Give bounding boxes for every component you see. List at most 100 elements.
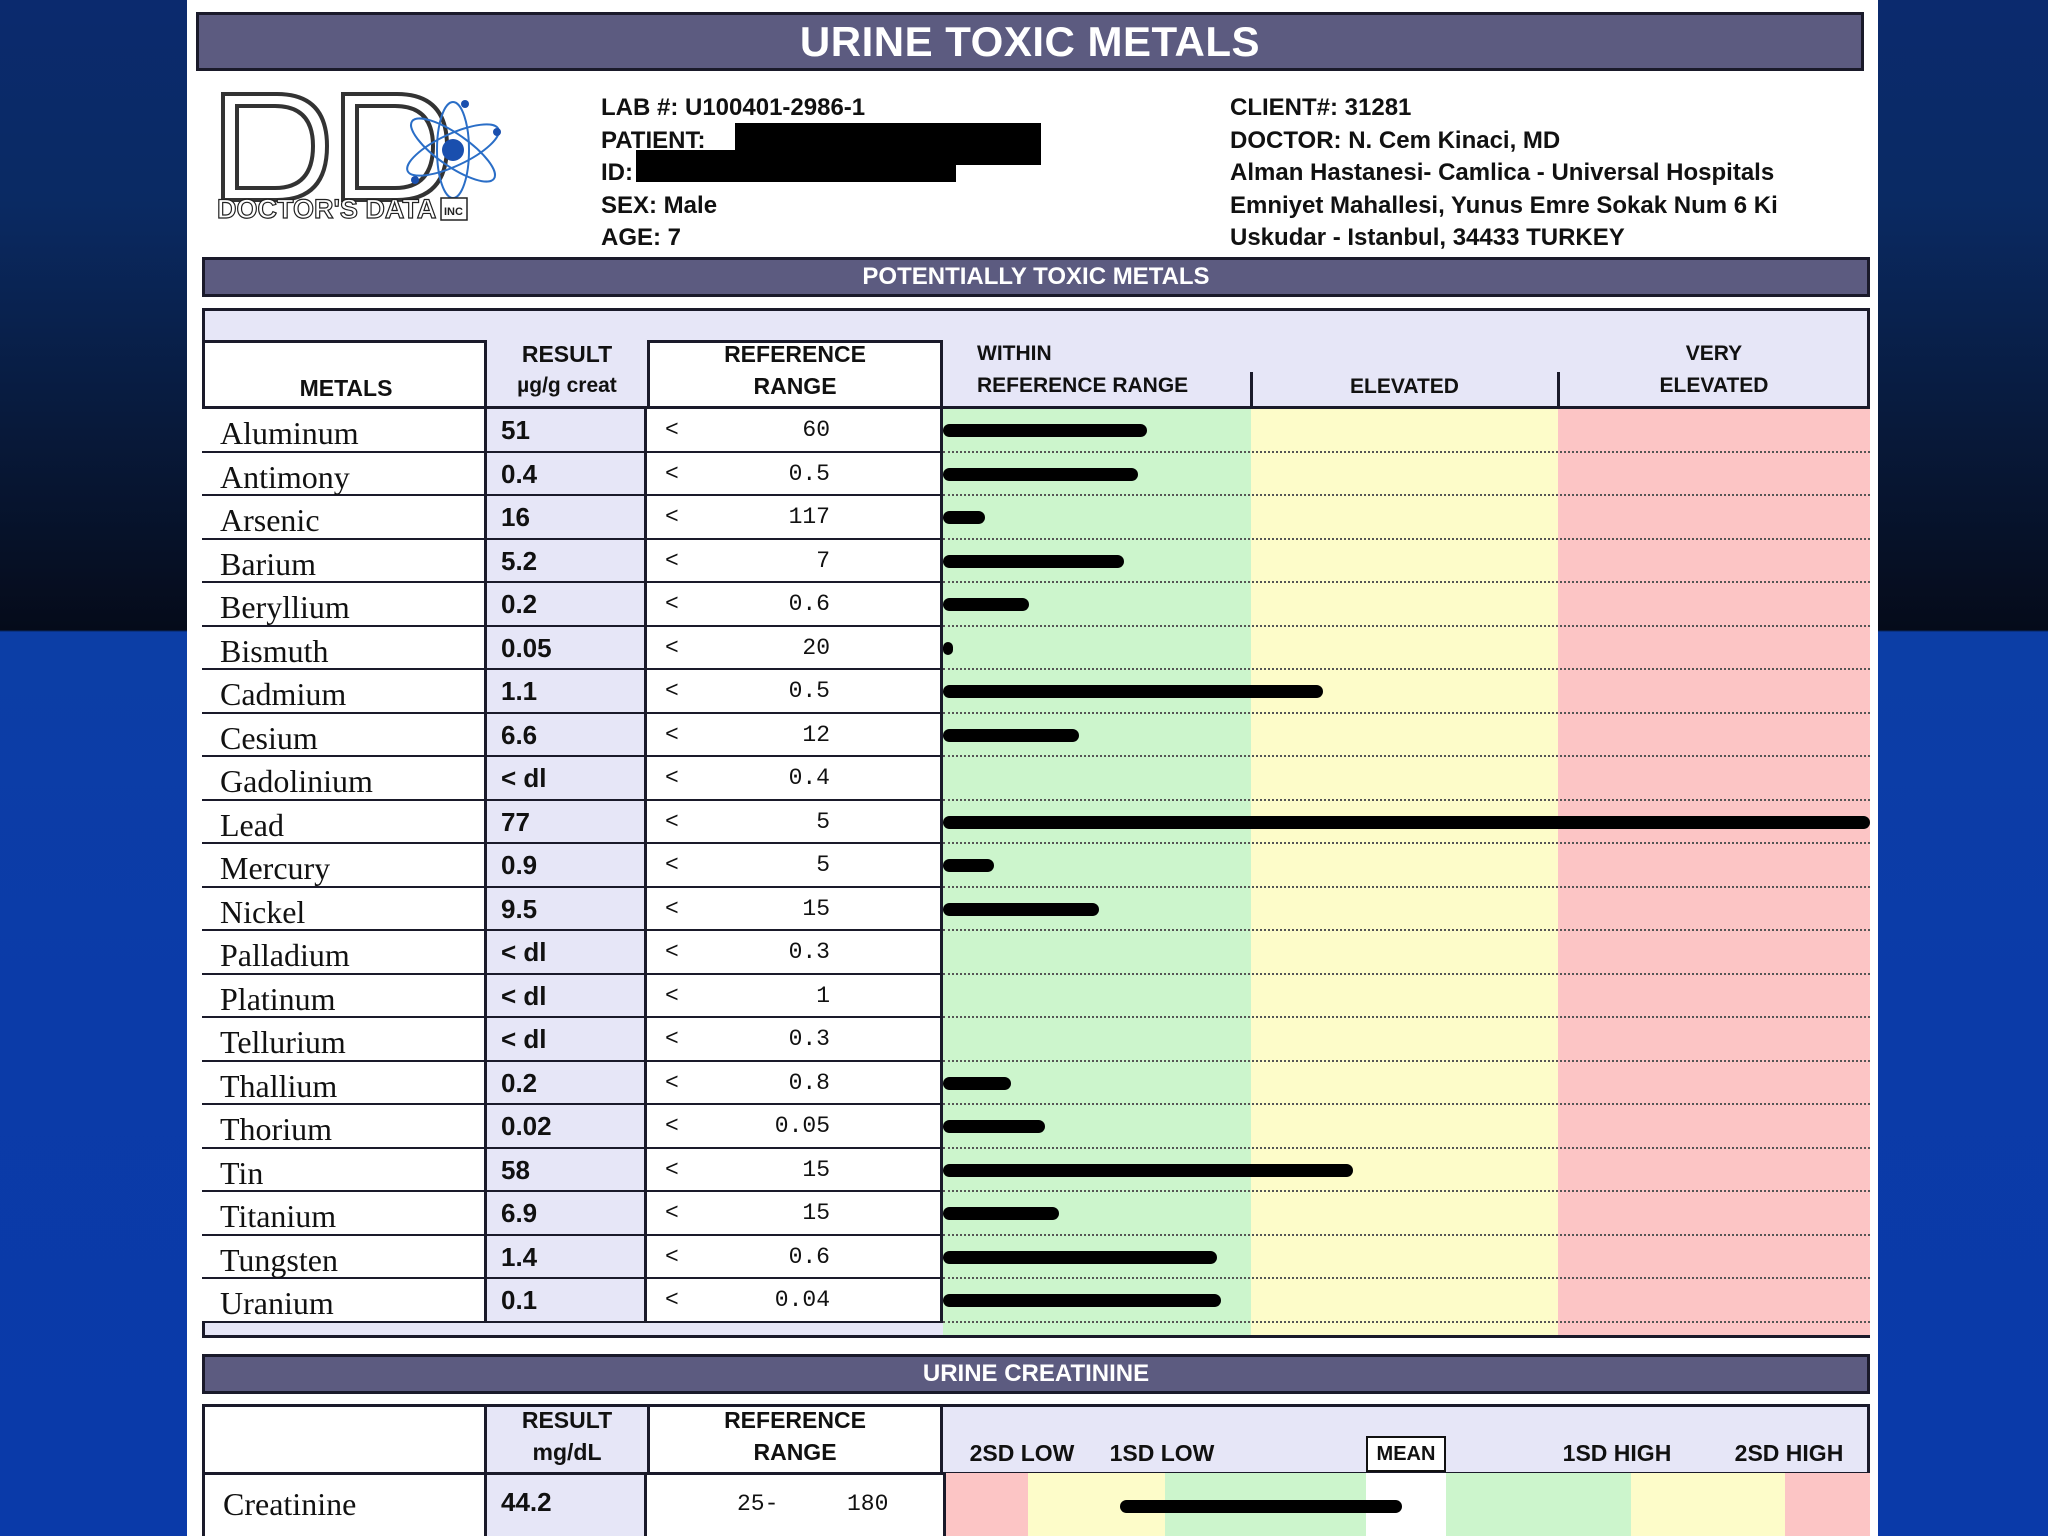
metal-name: Lead [202, 800, 487, 844]
reference-operator: < [665, 1113, 679, 1139]
creatinine-result-unit: mg/dL [532, 1439, 602, 1465]
metal-reference: <0.04 [647, 1279, 943, 1323]
metal-row: Tin 58 <15 [202, 1148, 1870, 1192]
metal-reference: <1 [647, 974, 943, 1018]
patient-label: PATIENT: [601, 126, 706, 154]
metal-bar-zone [943, 496, 1870, 540]
reference-label-1: REFERENCE [724, 341, 866, 367]
reference-value: 0.5 [788, 460, 830, 487]
metal-bar-zone [943, 714, 1870, 757]
reference-value: 15 [802, 1156, 830, 1183]
metal-result: 0.2 [487, 1061, 647, 1105]
reference-value: 5 [816, 808, 830, 835]
metals-header-cell [205, 340, 487, 406]
metal-bar-zone [943, 801, 1870, 844]
metal-name: Arsenic [202, 496, 487, 540]
metal-name: Platinum [202, 974, 487, 1018]
reference-value: 15 [802, 895, 830, 922]
metal-level-bar [943, 902, 1099, 916]
reference-value: 1 [816, 982, 830, 1009]
metal-level-bar [943, 859, 994, 872]
within-label-2: REFERENCE RANGE [977, 374, 1189, 397]
reference-value: 20 [802, 634, 830, 661]
reference-value: 0.3 [788, 1026, 830, 1052]
address-line-1: Alman Hastanesi- Camlica - Universal Hos… [1230, 159, 1775, 186]
metal-reference: <7 [647, 539, 943, 583]
metal-reference: <0.6 [647, 583, 943, 627]
metal-name: Thorium [202, 1105, 487, 1149]
metal-reference: <20 [647, 626, 943, 670]
metal-name: Nickel [202, 887, 487, 931]
metal-level-bar [943, 1250, 1218, 1264]
sex: SEX: Male [601, 191, 718, 219]
band-2sd-high [1785, 1473, 1870, 1536]
metal-row: Barium 5.2 <7 [202, 539, 1870, 583]
reference-operator: < [665, 417, 679, 443]
metal-row: Mercury 0.9 <5 [202, 844, 1870, 888]
report-page: URINE TOXIC METALS DOCTOR'S DATA INC LAB… [187, 0, 1878, 1536]
metals-section-title: POTENTIALLY TOXIC METALS [202, 257, 1870, 297]
elevated-column-header: ELEVATED [1350, 375, 1459, 398]
address-line-3: Uskudar - Istanbul, 34433 TURKEY [1230, 224, 1625, 251]
metal-result: 0.1 [487, 1279, 647, 1323]
metal-reference: <5 [647, 800, 943, 844]
logo-text: DOCTOR'S DATA [217, 194, 436, 224]
reference-operator: < [665, 852, 679, 878]
metal-result: < dl [487, 1018, 647, 1062]
reference-value: 0.5 [788, 678, 830, 704]
metal-level-bar [943, 511, 985, 524]
metal-bar-zone [943, 1062, 1870, 1105]
metal-name: Thallium [202, 1061, 487, 1105]
metals-column-header: METALS [299, 375, 393, 401]
metal-bar-zone [943, 888, 1870, 931]
metal-reference: <0.8 [647, 1061, 943, 1105]
result-column-header: RESULT µg/g creat [487, 338, 647, 402]
reference-operator: < [665, 678, 679, 704]
metal-level-bar [943, 467, 1138, 481]
metal-level-bar [943, 424, 1147, 437]
id-label: ID: [601, 159, 633, 186]
metal-name: Tungsten [202, 1235, 487, 1279]
metal-result: < dl [487, 974, 647, 1018]
metal-name: Tellurium [202, 1018, 487, 1062]
metal-bar-zone [943, 1018, 1870, 1062]
redaction-id [636, 150, 956, 182]
metal-row: Tellurium < dl <0.3 [202, 1018, 1870, 1062]
reference-value: 0.4 [788, 765, 830, 791]
metal-bar-zone [943, 627, 1870, 670]
metal-name: Tin [202, 1148, 487, 1192]
metal-row: Beryllium 0.2 <0.6 [202, 583, 1870, 627]
creatinine-reference-header: REFERENCE RANGE [647, 1404, 943, 1468]
metal-result: 16 [487, 496, 647, 540]
metal-bar-zone [943, 1279, 1870, 1323]
reference-value: 0.8 [788, 1069, 830, 1096]
metal-row: Thallium 0.2 <0.8 [202, 1061, 1870, 1105]
reference-value: 5 [816, 852, 830, 878]
age: AGE: 7 [601, 224, 682, 251]
creatinine-result-label: RESULT [521, 1407, 613, 1433]
label-mean: MEAN [1366, 1436, 1446, 1472]
metal-name: Aluminum [202, 409, 487, 453]
metal-bar-zone [943, 757, 1870, 801]
reference-operator: < [665, 504, 679, 530]
metal-result: 0.9 [487, 844, 647, 888]
reference-value: 0.6 [788, 591, 830, 617]
metal-result: 1.1 [487, 670, 647, 714]
metal-result: 6.9 [487, 1192, 647, 1236]
metal-result: < dl [487, 931, 647, 975]
metal-result: 5.2 [487, 539, 647, 583]
reference-column-header: REFERENCE RANGE [647, 338, 943, 402]
reference-operator: < [665, 808, 679, 835]
doctor-name: DOCTOR: N. Cem Kinaci, MD [1230, 126, 1561, 154]
client-number: CLIENT#: 31281 [1230, 94, 1412, 121]
reference-operator: < [665, 1069, 679, 1096]
metal-row: Lead 77 <5 [202, 800, 1870, 844]
creatinine-reference: 25- 180 [647, 1475, 946, 1536]
metal-row: Arsenic 16 <117 [202, 496, 1870, 540]
metal-row: Platinum < dl <1 [202, 974, 1870, 1018]
reference-value: 0.3 [788, 939, 830, 965]
patient-info: LAB #: U100401-2986-1 PATIENT: ID: SEX: … [601, 92, 865, 255]
metal-row: Bismuth 0.05 <20 [202, 626, 1870, 670]
creatinine-name-header [205, 1407, 487, 1473]
creatinine-reference-label-1: REFERENCE [724, 1407, 866, 1433]
